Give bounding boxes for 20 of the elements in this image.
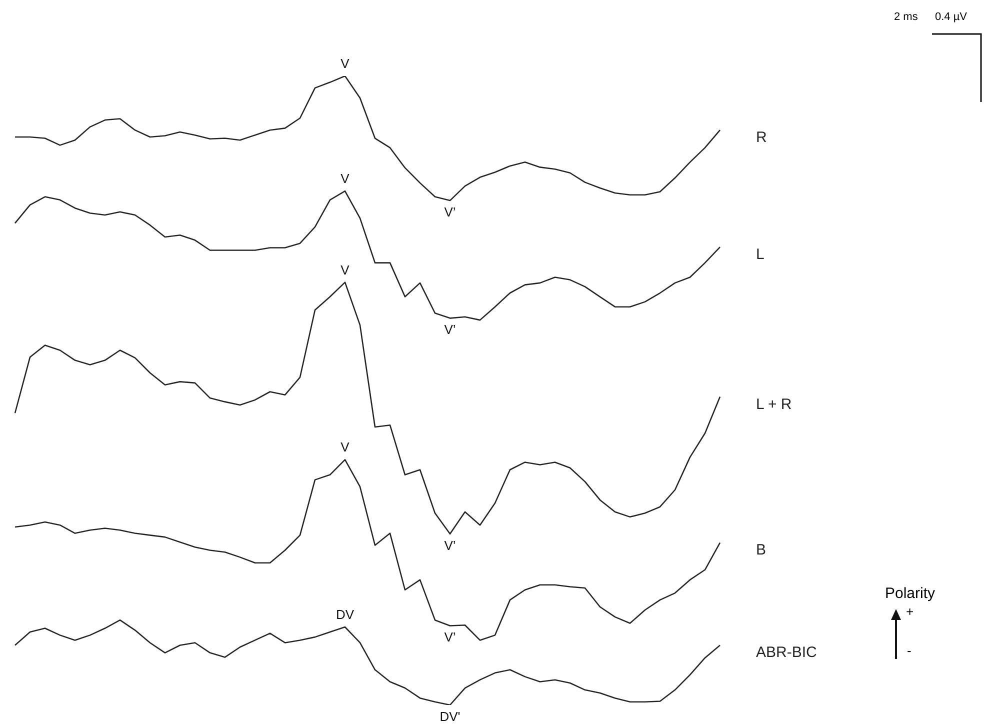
annotation: V’	[444, 630, 456, 645]
annotation: V	[340, 171, 350, 186]
annotation: V’	[444, 322, 456, 338]
text: 0.4 µV	[935, 11, 968, 23]
annotation: V	[340, 262, 350, 278]
text: R	[756, 129, 767, 146]
text: 2 ms	[894, 11, 918, 23]
text: L	[756, 246, 764, 264]
annotation: V’	[444, 204, 456, 220]
annotation: V	[340, 56, 350, 71]
text: B	[756, 542, 766, 559]
annotation: DV	[336, 607, 354, 622]
text: Polarity	[885, 585, 936, 602]
text: -	[907, 643, 912, 658]
annotation: V’	[444, 538, 456, 553]
text: L + R	[756, 396, 792, 413]
annotation: V	[340, 440, 350, 455]
annotation: DV'	[440, 709, 460, 724]
text: +	[906, 604, 914, 619]
text: ABR-BIC	[756, 644, 818, 662]
